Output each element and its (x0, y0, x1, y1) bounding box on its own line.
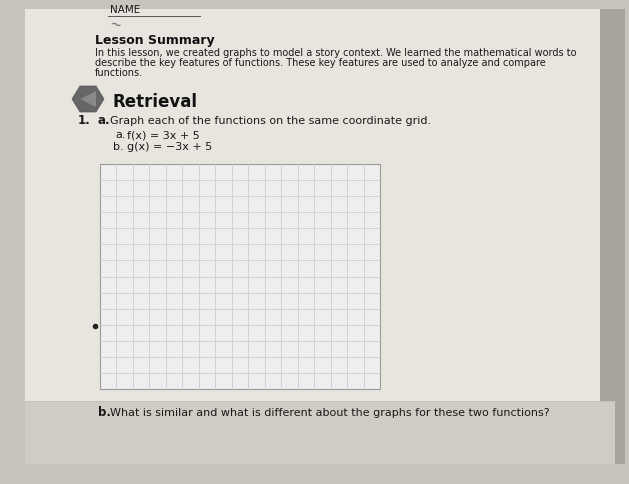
Text: Graph each of the functions on the same coordinate grid.: Graph each of the functions on the same … (110, 116, 431, 126)
Text: b.: b. (98, 405, 111, 418)
Text: describe the key features of functions. These key features are used to analyze a: describe the key features of functions. … (95, 58, 546, 68)
Bar (100, 165, 380, 389)
Text: g(x) = −3x + 5: g(x) = −3x + 5 (127, 142, 212, 151)
Text: a.: a. (98, 114, 111, 127)
Text: NAME: NAME (110, 5, 140, 15)
Text: In this lesson, we created graphs to model a story context. We learned the mathe: In this lesson, we created graphs to mod… (95, 48, 577, 58)
Text: Retrieval: Retrieval (112, 93, 197, 111)
Polygon shape (72, 87, 104, 113)
Text: f(x) = 3x + 5: f(x) = 3x + 5 (127, 130, 200, 140)
Text: What is similar and what is different about the graphs for these two functions?: What is similar and what is different ab… (110, 407, 550, 417)
Text: 1.: 1. (78, 114, 91, 127)
Polygon shape (80, 92, 96, 108)
Text: a.: a. (115, 130, 126, 140)
Bar (600, 10, 625, 464)
Text: functions.: functions. (95, 68, 143, 78)
Bar (25, 401, 615, 464)
Text: b.: b. (113, 142, 124, 151)
Text: ~: ~ (108, 16, 123, 33)
Text: Lesson Summary: Lesson Summary (95, 34, 214, 47)
